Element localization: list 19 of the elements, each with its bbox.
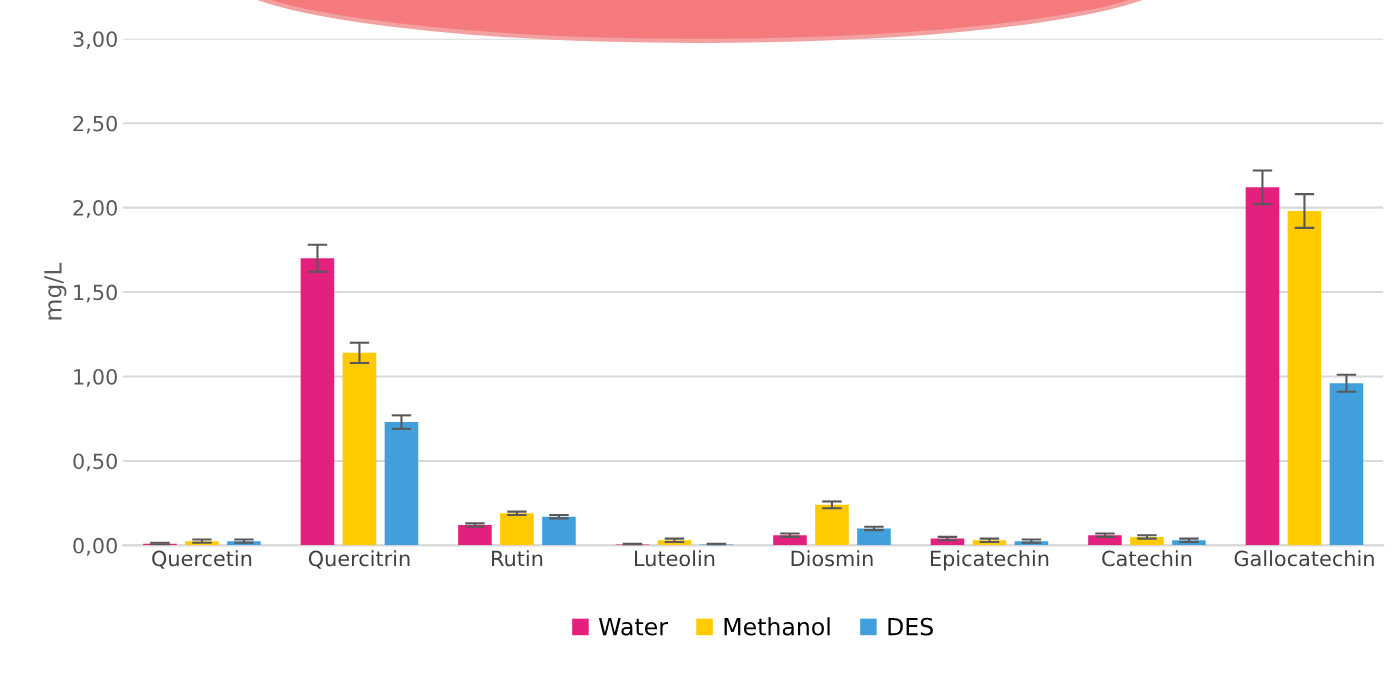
y-tick-label: 2,00 [73, 200, 117, 218]
x-tick-label: Gallocatechin [1234, 550, 1374, 567]
legend-label: DES [888, 617, 933, 636]
x-tick-label: Luteolin [635, 550, 715, 567]
y-tick-label: 3,00 [73, 31, 117, 50]
x-tick-label: Rutin [492, 550, 543, 567]
legend-label: Water [598, 618, 668, 636]
x-tick-label: Catechin [1102, 550, 1192, 567]
y-axis-title: mg/L [44, 262, 67, 320]
y-tick-label: 0,50 [73, 453, 117, 472]
x-tick-label: Epicatechin [930, 550, 1049, 571]
y-tick-label: 1,50 [74, 284, 117, 303]
y-tick-label: 1,00 [74, 368, 117, 387]
y-tick-label: 2,50 [73, 115, 117, 134]
x-tick-label: Quercitrin [308, 550, 410, 569]
x-tick-label: Diosmin [791, 550, 873, 567]
y-tick-label: 0,00 [73, 537, 117, 556]
x-tick-label: Quercetin [152, 550, 252, 569]
legend-label: Methanol [724, 617, 830, 636]
